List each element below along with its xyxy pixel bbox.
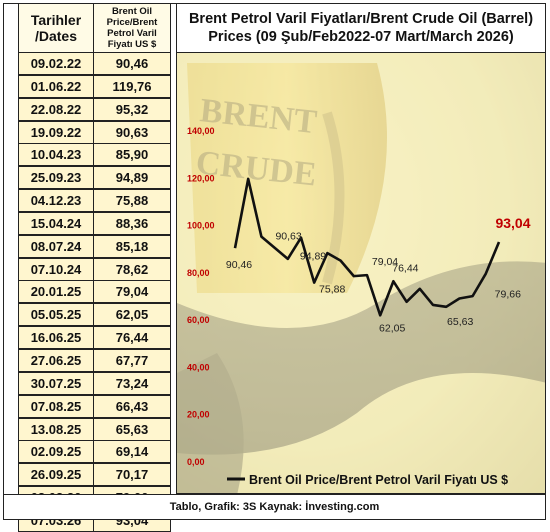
- price-cell: 78,62: [93, 257, 171, 281]
- data-label: 76,44: [392, 262, 418, 274]
- date-cell: 19.09.22: [18, 120, 94, 144]
- date-cell: 30.07.25: [18, 371, 94, 395]
- y-tick-label: 100,00: [187, 221, 215, 231]
- header-price: Brent Oil Price/Brent Petrol Varil Fiyat…: [93, 3, 171, 53]
- y-tick-label: 60,00: [187, 315, 210, 325]
- date-cell: 26.09.25: [18, 463, 94, 487]
- data-label: 94,89: [300, 251, 326, 263]
- date-cell: 01.06.22: [18, 74, 94, 98]
- date-cell: 20.01.25: [18, 280, 94, 304]
- table-row: 13.08.25 65,63: [18, 417, 171, 441]
- date-cell: 08.07.24: [18, 234, 94, 258]
- legend: Brent Oil Price/Brent Petrol Varil Fiyat…: [227, 473, 508, 487]
- date-cell: 13.08.25: [18, 417, 94, 441]
- table-row: 02.09.25 69,14: [18, 440, 171, 464]
- y-tick-label: 0,00: [187, 457, 205, 467]
- table-row: 07.08.25 66,43: [18, 394, 171, 418]
- data-label: 79,66: [495, 289, 521, 301]
- date-cell: 10.04.23: [18, 143, 94, 167]
- price-cell: 90,63: [93, 120, 171, 144]
- price-cell: 70,17: [93, 463, 171, 487]
- price-cell: 119,76: [93, 74, 171, 98]
- price-cell: 65,63: [93, 417, 171, 441]
- date-cell: 16.06.25: [18, 326, 94, 350]
- table-row: 30.07.25 73,24: [18, 371, 171, 395]
- footer-source: Tablo, Grafik: 3S Kaynak: İnvesting.com: [3, 494, 546, 520]
- table-row: 27.06.25 67,77: [18, 348, 171, 372]
- table-row: 07.10.24 78,62: [18, 257, 171, 281]
- price-cell: 66,43: [93, 394, 171, 418]
- price-cell: 85,90: [93, 143, 171, 167]
- y-tick-label: 120,00: [187, 173, 215, 183]
- data-label: 93,04: [495, 215, 530, 231]
- price-cell: 94,89: [93, 166, 171, 190]
- table-row: 04.12.23 75,88: [18, 189, 171, 213]
- series-line: [233, 177, 501, 317]
- table-row: 15.04.24 88,36: [18, 211, 171, 235]
- date-cell: 15.04.24: [18, 211, 94, 235]
- table-row: 16.06.25 76,44: [18, 326, 171, 350]
- date-cell: 07.08.25: [18, 394, 94, 418]
- table-row: 01.06.22 119,76: [18, 74, 171, 98]
- table-row: 19.09.22 90,63: [18, 120, 171, 144]
- table-row: 26.09.25 70,17: [18, 463, 171, 487]
- price-cell: 88,36: [93, 211, 171, 235]
- date-cell: 27.06.25: [18, 348, 94, 372]
- table-row: 05.05.25 62,05: [18, 303, 171, 327]
- legend-label: Brent Oil Price/Brent Petrol Varil Fiyat…: [249, 473, 508, 487]
- price-table: 09.02.22 90,46 01.06.22 119,76 22.08.22 95,32…: [18, 52, 171, 532]
- data-label: 90,63: [275, 231, 301, 243]
- date-cell: 02.09.25: [18, 440, 94, 464]
- table-row: 10.04.23 85,90: [18, 143, 171, 167]
- chart-title: Brent Petrol Varil Fiyatları/Brent Crude…: [176, 3, 546, 53]
- price-cell: 62,05: [93, 303, 171, 327]
- data-label: 90,46: [226, 259, 252, 271]
- date-cell: 09.02.22: [18, 52, 94, 75]
- data-label: 65,63: [447, 316, 473, 328]
- series-brent: [233, 177, 501, 317]
- table-row: 20.01.25 79,04: [18, 280, 171, 304]
- y-tick-label: 20,00: [187, 410, 210, 420]
- date-cell: 25.09.23: [18, 166, 94, 190]
- data-label: 62,05: [379, 322, 405, 334]
- date-cell: 04.12.23: [18, 189, 94, 213]
- table-header: Tarihler /Dates Brent Oil Price/Brent Pe…: [18, 3, 171, 53]
- table-row: 09.02.22 90,46: [18, 52, 171, 75]
- price-cell: 85,18: [93, 234, 171, 258]
- date-cell: 05.05.25: [18, 303, 94, 327]
- date-cell: 07.10.24: [18, 257, 94, 281]
- chart-panel: BRENT CRUDE 0,00 20,00 40,00 60,00 80,00 100,…: [176, 52, 546, 494]
- y-tick-label: 40,00: [187, 362, 210, 372]
- data-label: 75,88: [319, 284, 345, 296]
- price-cell: 73,24: [93, 371, 171, 395]
- price-cell: 69,14: [93, 440, 171, 464]
- price-cell: 67,77: [93, 348, 171, 372]
- table-row: 22.08.22 95,32: [18, 97, 171, 121]
- y-tick-label: 80,00: [187, 268, 210, 278]
- y-tick-label: 140,00: [187, 126, 215, 136]
- price-cell: 95,32: [93, 97, 171, 121]
- price-cell: 76,44: [93, 326, 171, 350]
- table-row: 25.09.23 94,89: [18, 166, 171, 190]
- data-label: 79,04: [372, 256, 398, 268]
- y-axis: 0,00 20,00 40,00 60,00 80,00 100,00 120,00 140,…: [187, 126, 215, 467]
- price-cell: 90,46: [93, 52, 171, 75]
- date-cell: 22.08.22: [18, 97, 94, 121]
- price-cell: 79,04: [93, 280, 171, 304]
- data-labels: 90,46 90,63 94,89 75,88 79,04 62,05 76,44 65,63…: [226, 215, 531, 334]
- header-date: Tarihler /Dates: [18, 3, 94, 53]
- table-row: 08.07.24 85,18: [18, 234, 171, 258]
- price-cell: 75,88: [93, 189, 171, 213]
- line-chart: BRENT CRUDE 0,0020,0040,0060,0080,00100,…: [177, 53, 545, 493]
